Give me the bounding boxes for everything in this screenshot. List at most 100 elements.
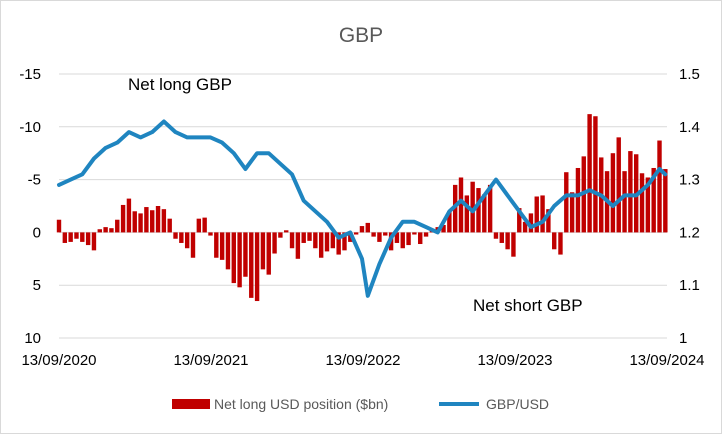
chart-title: GBP (339, 24, 383, 47)
usd-position-bar (330, 232, 336, 249)
usd-position-bar (587, 114, 592, 233)
usd-position-bar (406, 232, 411, 246)
usd-position-bar (260, 232, 266, 270)
usd-position-bar (593, 116, 598, 233)
usd-position-bar (97, 229, 102, 233)
left-tick-label: -10 (19, 119, 41, 136)
usd-position-bar (377, 232, 382, 242)
usd-position-bar (324, 232, 330, 252)
usd-position-bar (109, 228, 114, 233)
usd-position-bar (62, 232, 68, 243)
usd-position-bar (622, 171, 627, 233)
usd-position-bar (202, 217, 207, 233)
usd-position-bar (564, 172, 569, 233)
usd-position-bar (540, 195, 545, 233)
usd-position-bar (546, 209, 551, 233)
usd-position-bar (575, 167, 581, 233)
usd-position-bar (167, 218, 172, 233)
usd-position-bar (225, 232, 231, 270)
left-tick-label: 10 (24, 330, 41, 347)
right-tick-label: 1.2 (679, 224, 700, 241)
usd-position-bar (120, 204, 126, 233)
usd-position-bar (243, 232, 248, 277)
usd-position-bar (138, 213, 143, 233)
x-tick-label: 13/09/2021 (173, 352, 248, 369)
x-tick-label: 13/09/2023 (477, 352, 552, 369)
legend-line-label: GBP/USD (486, 396, 549, 412)
usd-position-bar (628, 151, 633, 233)
usd-position-bar (74, 232, 79, 239)
usd-position-bar (657, 140, 662, 233)
usd-position-bar (144, 207, 149, 233)
usd-position-bar (610, 153, 616, 233)
usd-position-bar (214, 232, 219, 258)
usd-position-bar (522, 221, 528, 233)
usd-position-bar (441, 225, 446, 233)
right-tick-label: 1.1 (679, 277, 700, 294)
usd-position-bar (470, 181, 475, 233)
usd-position-bar (663, 169, 668, 233)
usd-position-bar (278, 232, 283, 238)
usd-position-bar (150, 210, 155, 233)
usd-position-bar (237, 232, 242, 288)
usd-position-bar (301, 232, 306, 243)
right-tick-label: 1.5 (679, 66, 700, 83)
left-tick-label: -15 (19, 66, 41, 83)
usd-position-bar (155, 206, 161, 233)
usd-position-bar (173, 232, 178, 239)
usd-position-bar (505, 232, 510, 250)
left-axis-ticks: 10 5 0 -5 -10 -15 (19, 66, 41, 347)
usd-position-bar (418, 232, 423, 245)
usd-position-bar (639, 173, 645, 233)
usd-position-bar (208, 232, 213, 236)
usd-position-bar (289, 232, 295, 249)
annotation-net-short: Net short GBP (473, 296, 583, 315)
usd-position-bar (254, 232, 260, 302)
legend: Net long USD position ($bn) GBP/USD (172, 396, 549, 412)
usd-position-bar (313, 232, 318, 249)
usd-position-bar (85, 232, 91, 246)
x-tick-label: 13/09/2020 (21, 352, 96, 369)
usd-position-bar (266, 232, 271, 275)
right-tick-label: 1.3 (679, 172, 700, 189)
usd-position-bar (272, 232, 277, 254)
usd-position-bar (91, 232, 97, 251)
left-tick-label: 5 (33, 277, 41, 294)
left-tick-label: -5 (28, 172, 41, 189)
usd-position-bar (458, 177, 464, 233)
usd-position-bar (68, 232, 73, 242)
usd-position-bar (558, 232, 563, 255)
usd-position-bar (196, 218, 202, 233)
usd-position-bar (487, 184, 493, 233)
usd-position-bar (482, 194, 487, 233)
usd-position-bar (517, 208, 522, 233)
usd-position-bar (295, 232, 301, 259)
usd-position-bar (161, 209, 167, 233)
right-axis-ticks: 1 1.1 1.2 1.3 1.4 1.5 (679, 66, 700, 347)
usd-position-bar (80, 232, 85, 242)
usd-position-bar (493, 232, 499, 239)
usd-position-bar (336, 232, 341, 255)
right-tick-label: 1.4 (679, 119, 700, 136)
usd-position-bar (423, 232, 429, 237)
usd-position-bars (56, 114, 668, 302)
usd-position-bar (412, 232, 417, 235)
usd-position-bar (534, 196, 539, 233)
usd-position-bar (249, 232, 254, 298)
usd-position-bar (342, 232, 347, 251)
legend-bar-swatch (172, 399, 210, 409)
usd-position-bar (552, 232, 557, 250)
usd-position-bar (132, 211, 137, 233)
gbpusd-line (57, 119, 668, 298)
usd-position-bar (190, 232, 196, 258)
x-tick-label: 13/09/2024 (629, 352, 704, 369)
usd-position-bar (371, 232, 376, 237)
usd-position-bar (219, 232, 225, 260)
legend-bar-label: Net long USD position ($bn) (214, 396, 388, 412)
usd-position-bar (103, 227, 108, 233)
x-tick-label: 13/09/2022 (325, 352, 400, 369)
usd-position-bar (499, 232, 504, 243)
usd-position-bar (184, 232, 190, 249)
